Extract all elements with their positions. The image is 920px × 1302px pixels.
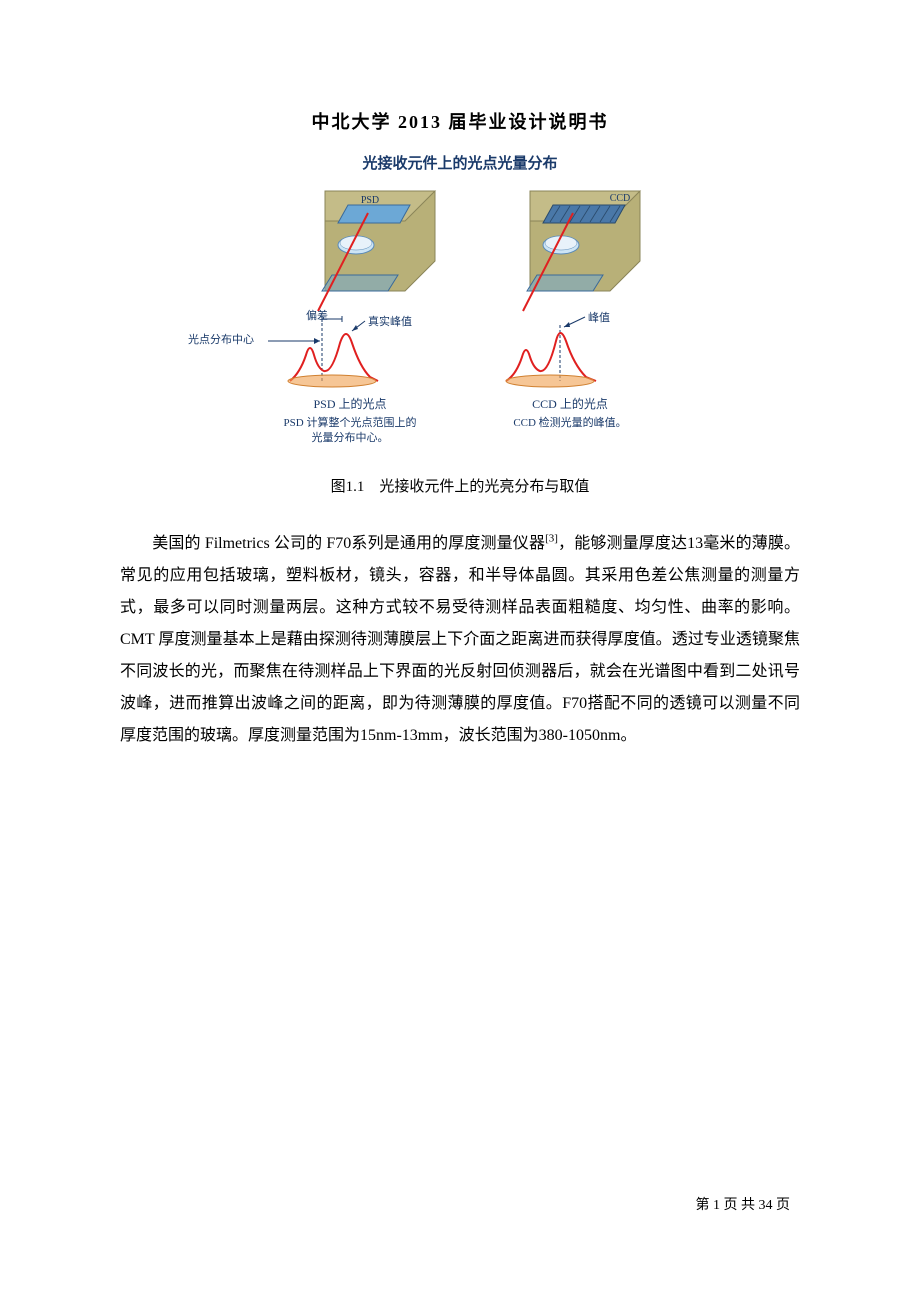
sensor-row: PSD <box>240 183 680 313</box>
ccd-curve-diagram <box>480 313 660 393</box>
ccd-curve-panel: 峰值 CCD 上的光点 CCD 检测光量的峰值。 <box>480 313 660 447</box>
ccd-curve-caption: CCD 检测光量的峰值。 <box>480 416 660 431</box>
figure-caption: 图1.1 光接收元件上的光亮分布与取值 <box>0 475 920 496</box>
psd-sensor-diagram: PSD <box>260 183 440 313</box>
ccd-chip-label: CCD <box>610 193 631 204</box>
psd-center-label: 光点分布中心 <box>188 331 254 347</box>
psd-true-peak-label: 真实峰值 <box>368 313 412 329</box>
ccd-peak-label: 峰值 <box>588 309 610 325</box>
page-footer: 第 1 页 共 34 页 <box>696 1194 791 1214</box>
body-paragraph: 美国的 Filmetrics 公司的 F70系列是通用的厚度测量仪器[3]，能够… <box>120 528 800 752</box>
curve-row: 偏差 真实峰值 光点分布中心 <box>240 313 680 447</box>
diagram-title: 光接收元件上的光点光量分布 <box>0 152 920 173</box>
ccd-sensor-diagram: CCD <box>480 183 660 313</box>
psd-panel: PSD <box>260 183 440 313</box>
psd-deviation-label: 偏差 <box>306 307 328 323</box>
psd-curve-caption: PSD 计算整个光点范围上的 光量分布中心。 <box>260 416 440 447</box>
header-title: 中北大学 2013 届毕业设计说明书 <box>312 112 609 132</box>
diagram-container: PSD <box>240 183 680 447</box>
psd-chip-label: PSD <box>361 195 379 206</box>
psd-curve-diagram <box>260 313 440 393</box>
psd-curve-label: PSD 上的光点 <box>260 395 440 412</box>
page-header: 中北大学 2013 届毕业设计说明书 <box>0 0 920 134</box>
psd-curve-panel: 偏差 真实峰值 光点分布中心 <box>260 313 440 447</box>
ccd-panel: CCD <box>480 183 660 313</box>
ccd-curve-label: CCD 上的光点 <box>480 395 660 412</box>
